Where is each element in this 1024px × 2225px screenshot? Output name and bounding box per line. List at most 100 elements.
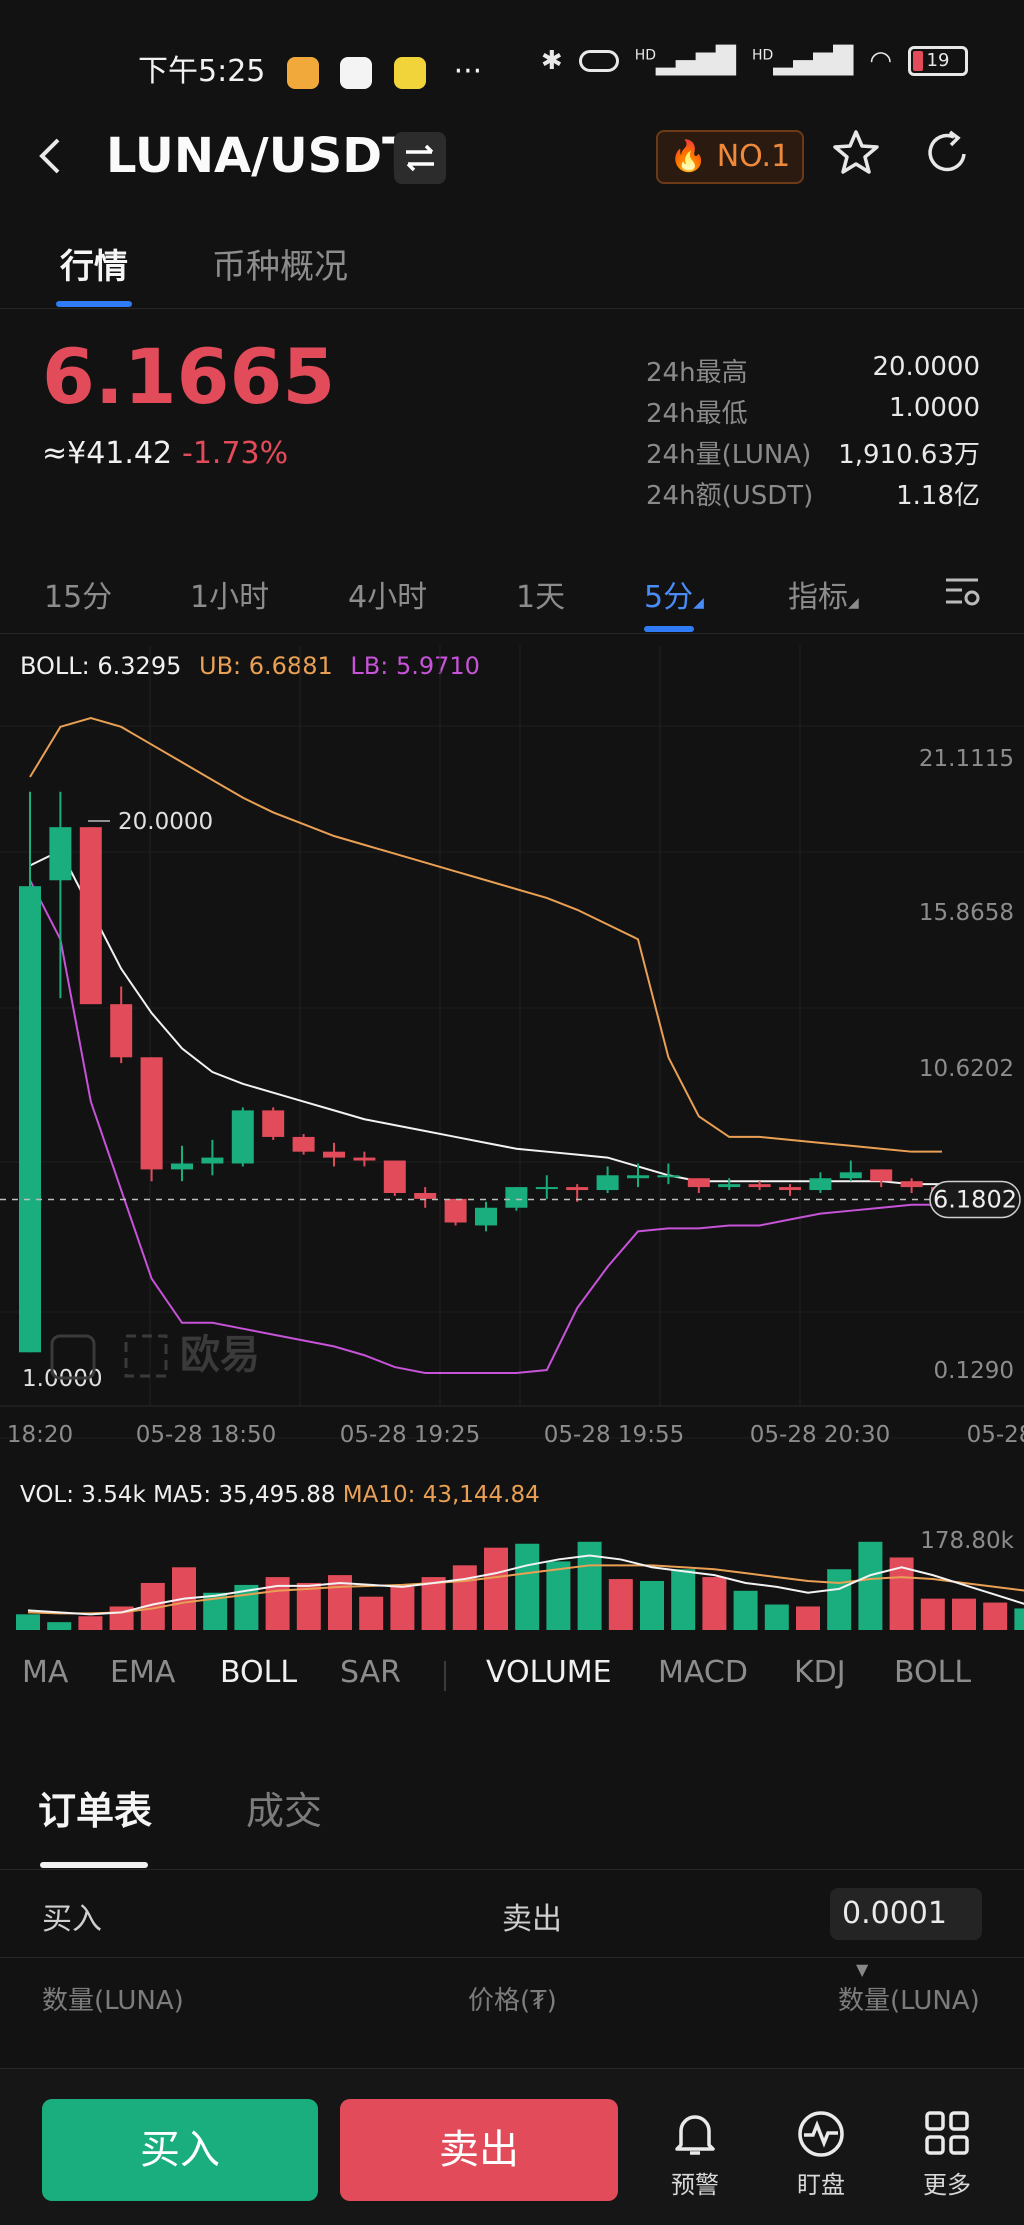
status-time: 下午5:25 (138, 54, 266, 89)
qq-icon (340, 56, 373, 89)
more-label: 更多 (923, 2171, 971, 2199)
watch-button[interactable]: 盯盘 (776, 2109, 866, 2200)
more-button[interactable]: 更多 (902, 2109, 992, 2200)
orderbook-tab-indicator (40, 1862, 148, 1868)
star-icon[interactable] (832, 128, 880, 188)
indicator-ma[interactable]: MA (22, 1655, 69, 1690)
tab-trades[interactable]: 成交 (246, 1789, 323, 1833)
stat-row: 24h量(LUNA) 1,910.63万 (646, 434, 980, 475)
candle-body (505, 1187, 528, 1208)
indicator-volume[interactable]: VOLUME (486, 1655, 612, 1690)
interval-5m-label: 5分 (644, 580, 694, 615)
candle-body (870, 1169, 893, 1182)
indicator-kdj[interactable]: KDJ (794, 1655, 846, 1690)
boll-value: BOLL: 6.3295 (20, 652, 182, 680)
price-tick-label: 21.1115 (919, 746, 1014, 772)
candle-body (809, 1178, 832, 1191)
alert-button[interactable]: 预警 (650, 2109, 740, 2200)
candle-body (353, 1157, 376, 1161)
interval-1d[interactable]: 1天 (516, 580, 566, 615)
chevron-down-icon: ▼ (856, 1960, 869, 1979)
current-price-tag-bg (929, 1180, 1021, 1219)
status-more: ··· (453, 54, 483, 89)
volume-pane[interactable]: VOL: 3.54k MA5: 35,495.88 MA10: 43,144.8… (0, 1466, 1024, 1646)
sell-button[interactable]: 卖出 (340, 2099, 618, 2201)
tab-coin-overview[interactable]: 币种概况 (212, 247, 348, 287)
share-icon[interactable] (924, 128, 972, 187)
fire-icon: 🔥 (669, 139, 708, 174)
volume-bar (452, 1565, 477, 1630)
price-chart[interactable]: BOLL: 6.3295 UB: 6.6881 LB: 5.9710 6.180… (0, 636, 1024, 1456)
buy-button[interactable]: 买入 (42, 2099, 318, 2201)
indicator-macd[interactable]: MACD (658, 1655, 748, 1690)
swap-arrows-icon[interactable] (394, 132, 446, 184)
stat-row: 24h最高 20.0000 (646, 352, 980, 393)
candle-body (657, 1175, 680, 1178)
interval-1h[interactable]: 1小时 (190, 580, 270, 615)
indicator-row: MA EMA BOLL SAR VOLUME MACD KDJ BOLL (0, 1655, 1024, 1701)
header: LUNA/USDT 🔥 NO.1 (0, 120, 1024, 200)
tab-indicator (56, 301, 132, 307)
vol-ma5-value: MA5: 35,495.88 (145, 1482, 336, 1508)
volume-bar (78, 1616, 103, 1630)
battery-level: 19 (926, 50, 950, 71)
bluetooth-icon: ✱ (540, 46, 563, 76)
tab-market[interactable]: 行情 (60, 247, 128, 287)
back-icon[interactable] (36, 134, 64, 189)
indicator-menu[interactable]: 指标◢ (788, 572, 859, 616)
candle-body (566, 1187, 589, 1191)
signal-icon-2: HD▂▄▆█ (752, 46, 854, 76)
price-tick-label: 10.6202 (919, 1056, 1014, 1082)
volume-bar (16, 1614, 40, 1630)
candle-body (779, 1187, 801, 1191)
indicator-ema[interactable]: EMA (110, 1655, 176, 1690)
pair-title[interactable]: LUNA/USDT (106, 128, 415, 184)
volume-bar (421, 1577, 446, 1630)
precision-select[interactable]: 0.0001 ▼ (830, 1888, 982, 1979)
sell-side-label: 卖出 (502, 1902, 562, 1937)
volume-bar (920, 1598, 945, 1630)
candle-body (900, 1181, 923, 1188)
indicator-boll[interactable]: BOLL (220, 1655, 298, 1690)
stat-row: 24h额(USDT) 1.18亿 (646, 475, 980, 516)
app-rabbit-icon (394, 56, 427, 89)
time-tick-label: 05-28 (967, 1422, 1024, 1448)
indicator-boll-sub[interactable]: BOLL (894, 1655, 972, 1690)
volume-bar (889, 1557, 914, 1630)
stat-value: 20.0000 (872, 352, 980, 382)
bell-icon (650, 2109, 740, 2165)
volume-bar (484, 1547, 508, 1630)
rank-badge-label: NO.1 (716, 139, 791, 174)
candle-body (718, 1184, 741, 1188)
indicator-sar[interactable]: SAR (340, 1655, 401, 1690)
rank-badge[interactable]: 🔥 NO.1 (656, 130, 804, 184)
interval-5m[interactable]: 5分◢ (644, 572, 704, 616)
candle-body (292, 1136, 315, 1152)
chart-canvas[interactable]: 6.1802 21.1115 15.8658 10.6202 0.1290 20.0000… (0, 636, 1024, 1456)
candle-body (839, 1172, 862, 1179)
volume-bar (733, 1590, 758, 1630)
grid-icon (902, 2109, 992, 2165)
indicator-divider (444, 1661, 446, 1691)
bottom-bar: 买入 卖出 预警 盯盘 更多 (0, 2068, 1024, 2225)
interval-4h[interactable]: 4小时 (348, 580, 428, 615)
stat-value: 1.0000 (889, 393, 980, 423)
candle-body (627, 1175, 649, 1179)
interval-tabs: 15分 1小时 4小时 1天 5分◢ 指标◢ (0, 560, 1024, 634)
tab-orderbook[interactable]: 订单表 (38, 1789, 153, 1833)
volume-bar (983, 1602, 1008, 1630)
time-tick-label: 05-28 18:50 (136, 1422, 276, 1448)
volume-bar (858, 1541, 883, 1630)
stat-label: 24h最低 (646, 399, 748, 429)
time-tick-label: 05-28 20:30 (750, 1422, 890, 1448)
vol-ma10-value: MA10: 43,144.84 (335, 1482, 540, 1508)
candle-body (231, 1110, 254, 1164)
volume-bar (764, 1604, 789, 1630)
stat-label: 24h额(USDT) (646, 481, 814, 511)
interval-15m[interactable]: 15分 (44, 580, 113, 615)
stat-value: 1.18亿 (896, 481, 980, 511)
watermark-logo-icon (50, 1334, 96, 1380)
chart-settings-icon[interactable] (944, 574, 980, 618)
pulse-icon (776, 2109, 866, 2165)
candle-body (383, 1160, 406, 1193)
